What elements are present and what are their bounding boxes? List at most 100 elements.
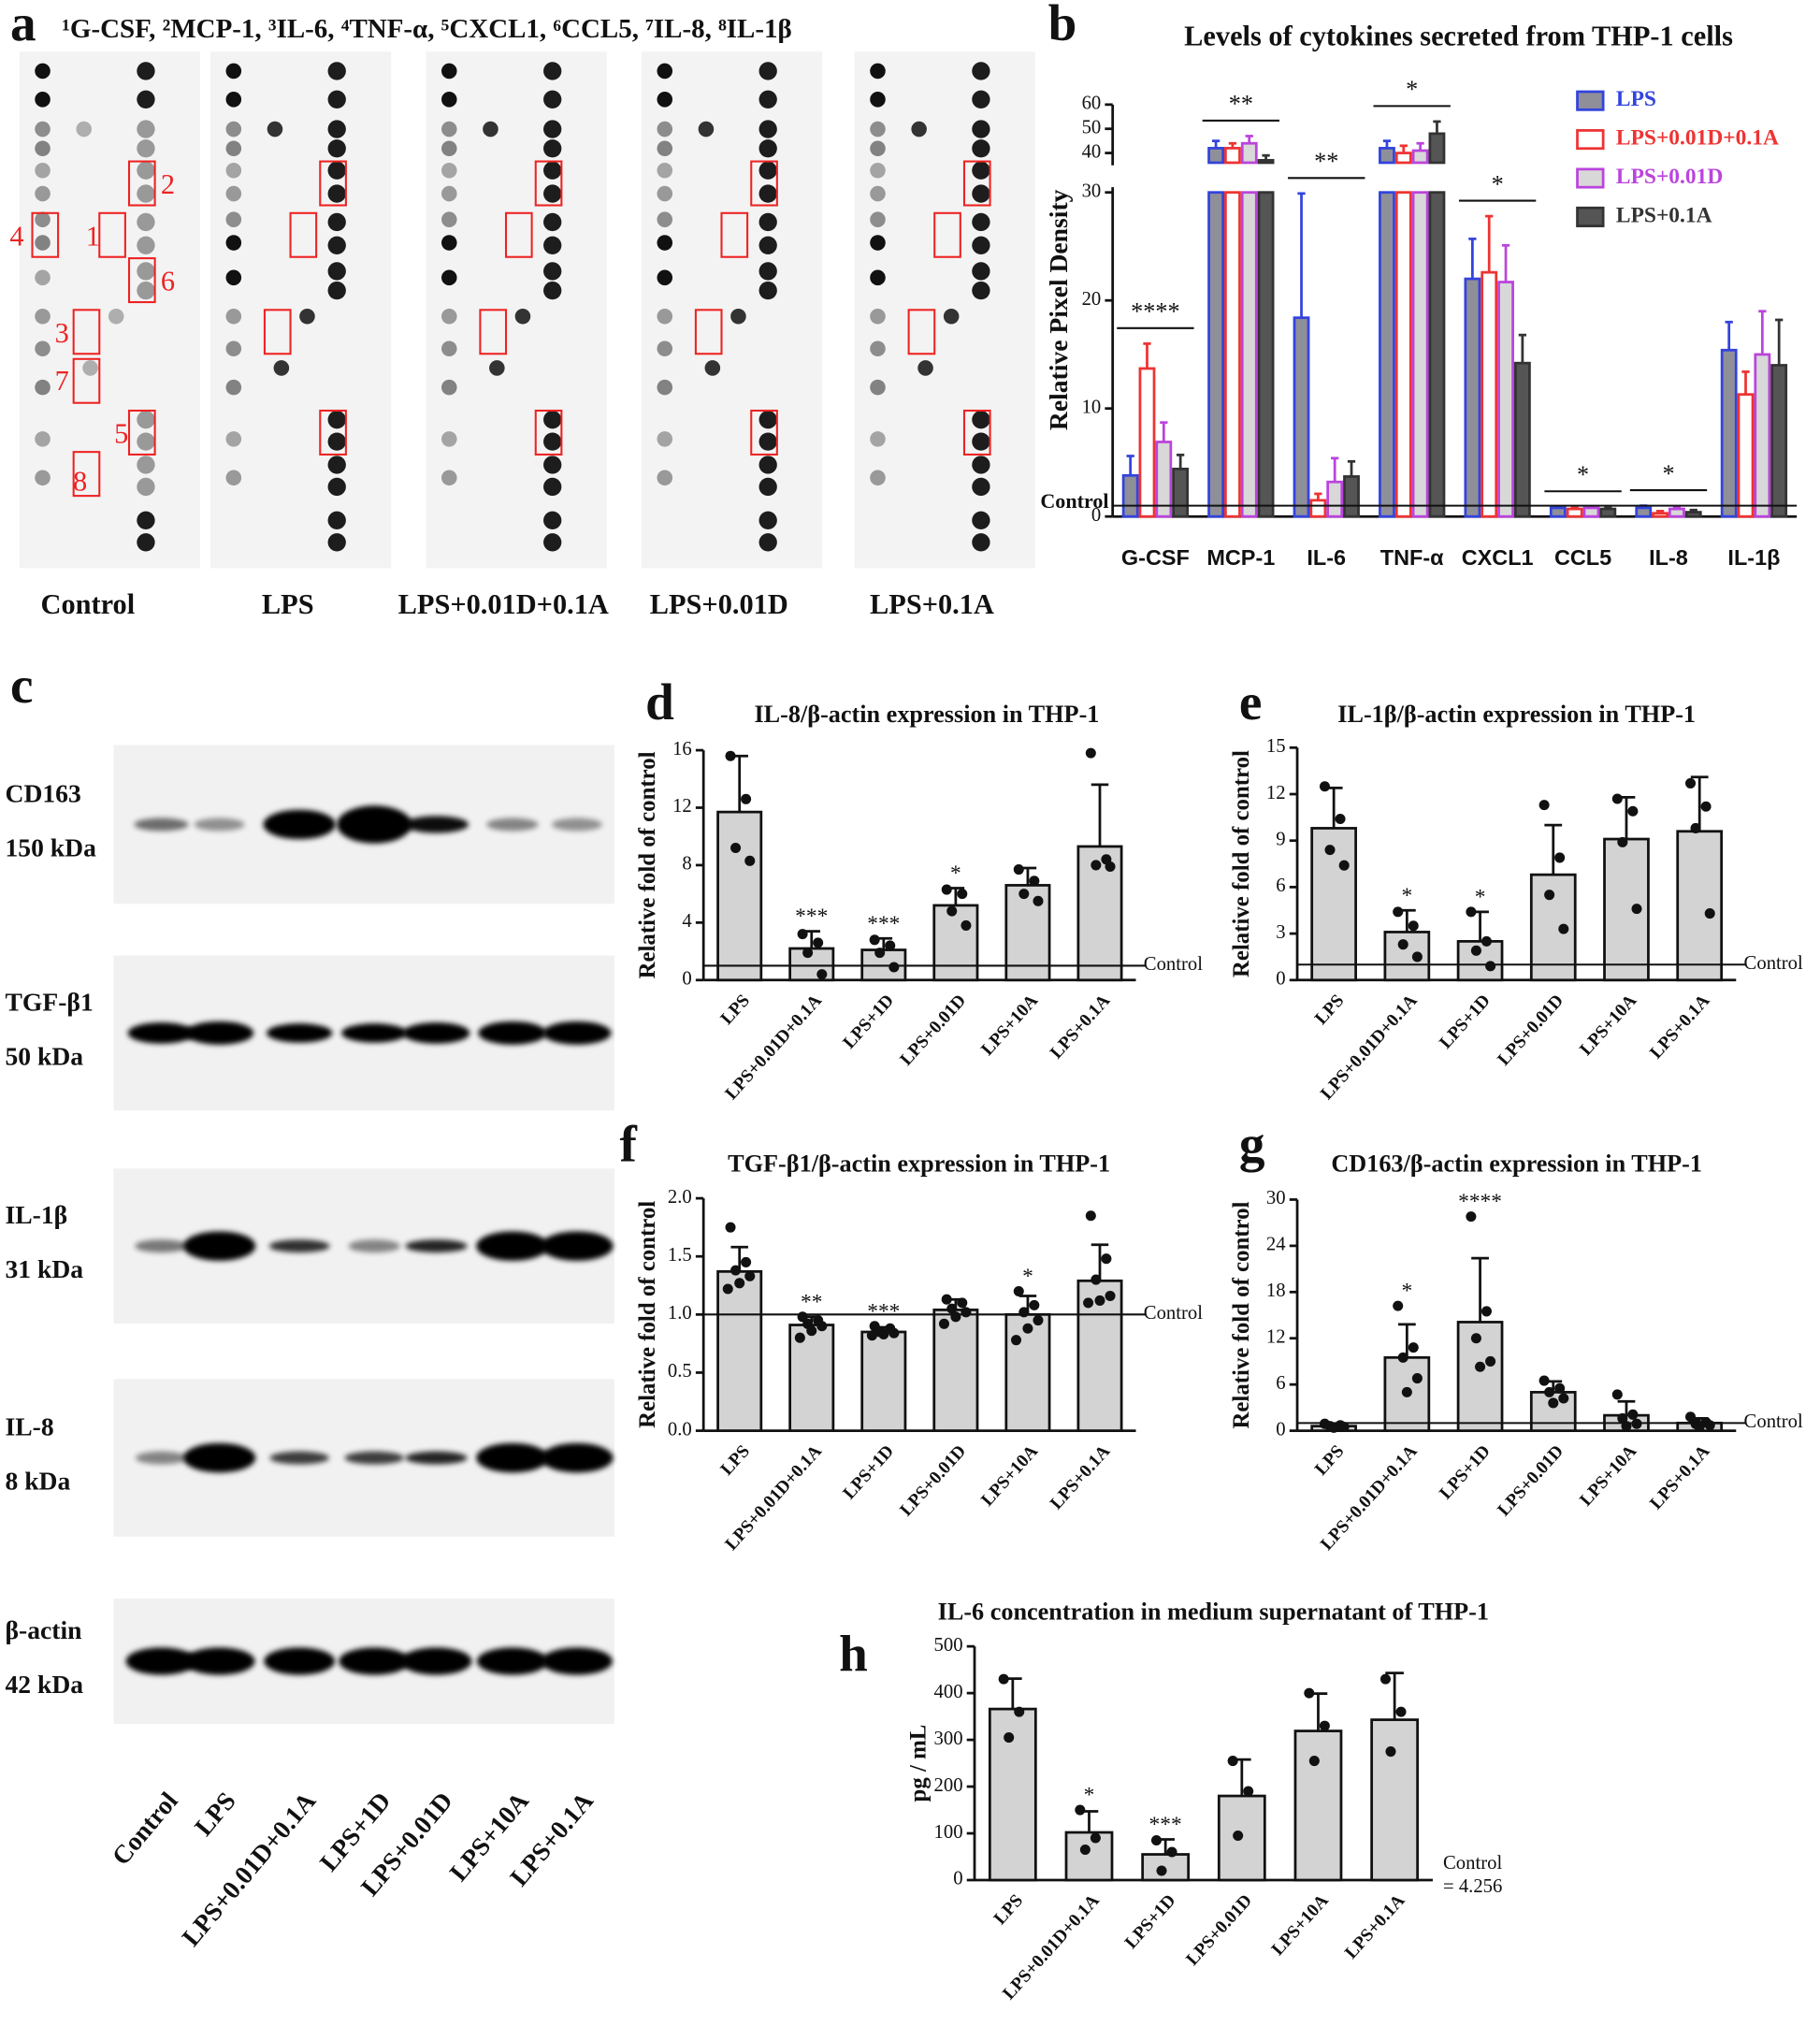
x-tick-label: LPS+0.1A	[1646, 1441, 1713, 1513]
data-point	[1554, 852, 1566, 863]
data-point	[1101, 1253, 1112, 1265]
data-point	[888, 1327, 900, 1339]
y-tick-label: 10	[1082, 397, 1102, 417]
bar	[1684, 511, 1702, 518]
data-point	[1466, 1211, 1477, 1223]
bar	[1141, 1853, 1191, 1882]
size-label: 50 kDa	[6, 1041, 84, 1070]
array-spot	[35, 162, 51, 179]
legend-swatch	[1576, 90, 1605, 111]
array-spot	[441, 185, 457, 202]
array-spot	[758, 432, 777, 451]
array-spot	[657, 235, 673, 251]
y-tick-label: 0.5	[668, 1361, 692, 1382]
control-label: Control	[1144, 954, 1203, 975]
blot-band	[134, 818, 189, 832]
x-tick-label: IL-1β	[1727, 545, 1780, 570]
membrane-label: LPS+0.01D+0.1A	[398, 588, 609, 620]
data-point	[1470, 1333, 1481, 1344]
data-point	[938, 1318, 949, 1329]
significance: **	[801, 1290, 822, 1314]
data-point	[741, 793, 752, 804]
chart-title: IL-8/β-actin expression in THP-1	[754, 701, 1099, 728]
array-spot	[543, 477, 562, 497]
spot-box	[933, 211, 961, 258]
array-spot	[225, 431, 242, 447]
data-point	[1558, 1393, 1569, 1404]
array-spot	[137, 533, 155, 552]
array-spot	[137, 262, 155, 281]
bar	[1676, 830, 1724, 982]
array-spot	[225, 140, 242, 157]
array-spot	[758, 184, 777, 203]
data-point	[941, 884, 952, 895]
y-tick-label: 8	[682, 854, 691, 875]
data-point	[1227, 1756, 1238, 1767]
spot-box	[962, 409, 991, 456]
array-spot	[35, 340, 51, 357]
data-point	[1379, 1673, 1391, 1685]
x-tick-label: LPS+10A	[1576, 991, 1640, 1059]
array-spot	[441, 235, 457, 251]
data-point	[1018, 1307, 1030, 1318]
data-point	[806, 1325, 817, 1337]
array-spot	[514, 308, 531, 325]
bar	[1121, 473, 1139, 518]
data-point	[1105, 861, 1116, 872]
array-spot	[758, 161, 777, 180]
array-spot	[35, 379, 51, 396]
array-spot	[657, 63, 673, 80]
bar	[1635, 506, 1653, 518]
y-tick-label: 400	[934, 1682, 963, 1702]
blot-band	[403, 816, 469, 833]
array-spot	[758, 262, 777, 281]
array-spot	[137, 410, 155, 429]
array-spot	[543, 410, 562, 429]
array-spot	[870, 162, 886, 179]
significance: *	[950, 861, 961, 886]
array-spot	[225, 470, 242, 486]
bar	[1326, 480, 1344, 518]
array-membrane	[209, 51, 392, 569]
spot-box	[720, 211, 749, 258]
data-point	[1324, 845, 1336, 856]
array-spot	[225, 308, 242, 325]
significance: ***	[867, 912, 900, 936]
y-tick-label: 0	[1091, 505, 1101, 526]
y-tick-label: 0	[953, 1869, 962, 1889]
array-spot	[657, 92, 673, 108]
blot-band	[344, 1451, 404, 1465]
bar	[932, 1308, 979, 1432]
x-tick-label: IL-8	[1649, 545, 1688, 570]
y-tick-label: 1.5	[668, 1245, 692, 1266]
data-point	[1538, 800, 1550, 811]
control-label: Control	[1040, 489, 1108, 513]
y-tick-label: 50	[1082, 117, 1102, 137]
control-label: Control	[1744, 1411, 1803, 1432]
size-label: 31 kDa	[6, 1254, 84, 1283]
bar-upper	[1224, 147, 1241, 165]
bar-lower	[1394, 191, 1412, 518]
bar-lower	[1379, 191, 1395, 518]
array-spot	[870, 63, 886, 80]
x-tick-label: LPS+0.1A	[1341, 1891, 1408, 1963]
array-spot	[137, 477, 155, 497]
protein-label: β-actin	[6, 1615, 82, 1644]
blot-band	[337, 805, 412, 844]
data-point	[1018, 889, 1030, 900]
array-spot	[327, 184, 346, 203]
array-spot	[543, 90, 562, 109]
data-point	[1627, 1409, 1639, 1420]
array-spot	[758, 281, 777, 300]
bar	[788, 1324, 835, 1432]
spot-number: 5	[114, 418, 128, 450]
array-spot	[758, 511, 777, 530]
y-tick-label: 9	[1276, 829, 1285, 849]
data-point	[1481, 1306, 1492, 1317]
bar	[1754, 353, 1771, 518]
array-spot	[225, 379, 242, 396]
data-point	[725, 1222, 736, 1233]
array-spot	[911, 121, 927, 137]
data-point	[1411, 951, 1423, 962]
blot-band	[400, 1647, 472, 1675]
